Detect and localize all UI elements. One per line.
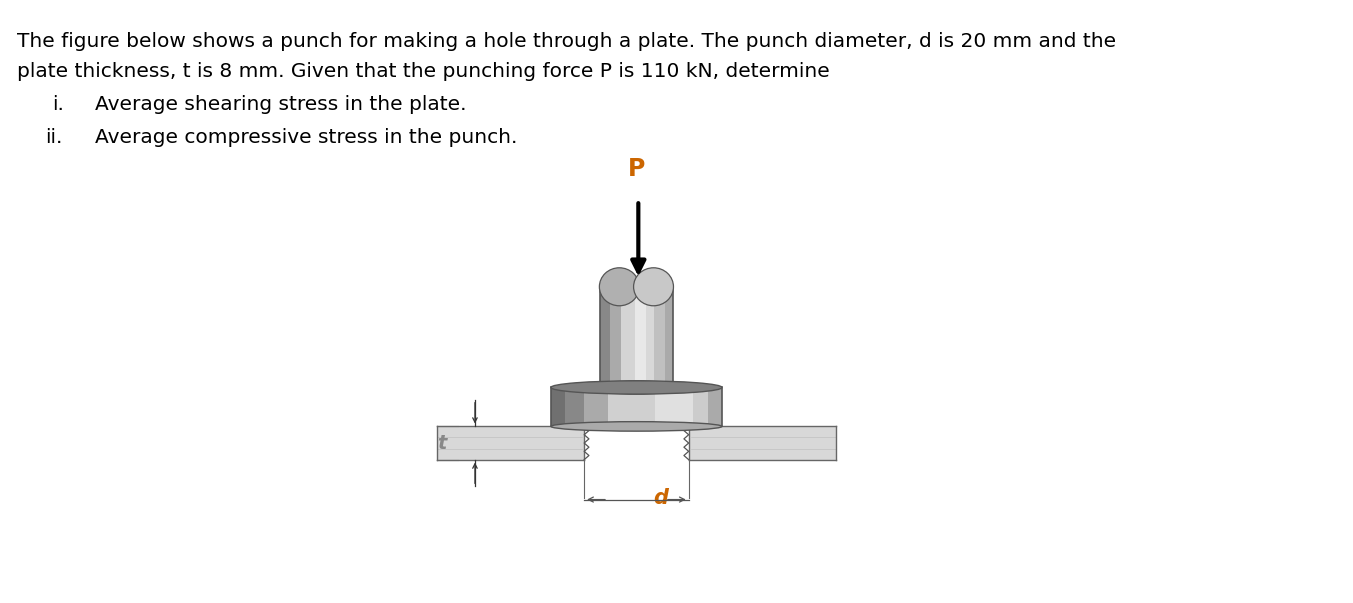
Bar: [645, 289, 653, 388]
Ellipse shape: [601, 381, 672, 394]
Bar: [610, 289, 621, 388]
Text: The figure below shows a punch for making a hole through a plate. The punch diam: The figure below shows a punch for makin…: [18, 32, 1116, 51]
Bar: [601, 289, 672, 388]
Bar: [437, 426, 584, 459]
Bar: [653, 289, 664, 388]
Bar: [621, 289, 635, 388]
Bar: [664, 289, 672, 388]
Bar: [635, 289, 645, 388]
Ellipse shape: [599, 268, 639, 306]
Bar: [655, 388, 694, 426]
Ellipse shape: [551, 421, 723, 431]
Bar: [689, 426, 836, 459]
Bar: [601, 289, 672, 291]
Bar: [694, 388, 708, 426]
Text: ii.: ii.: [45, 128, 62, 147]
Text: d: d: [653, 488, 668, 508]
Ellipse shape: [633, 268, 674, 306]
Text: i.: i.: [53, 95, 64, 114]
Bar: [601, 289, 610, 388]
Text: P: P: [628, 157, 645, 182]
Bar: [607, 388, 655, 426]
Text: t: t: [437, 434, 446, 452]
Bar: [584, 388, 607, 426]
Text: Average compressive stress in the punch.: Average compressive stress in the punch.: [95, 128, 517, 147]
Ellipse shape: [551, 381, 723, 394]
Bar: [551, 388, 723, 426]
Text: plate thickness, t is 8 mm. Given that the punching force P is 110 kN, determine: plate thickness, t is 8 mm. Given that t…: [18, 62, 829, 81]
Bar: [708, 388, 723, 426]
Bar: [551, 388, 566, 426]
Bar: [566, 388, 584, 426]
Text: Average shearing stress in the plate.: Average shearing stress in the plate.: [95, 95, 467, 114]
